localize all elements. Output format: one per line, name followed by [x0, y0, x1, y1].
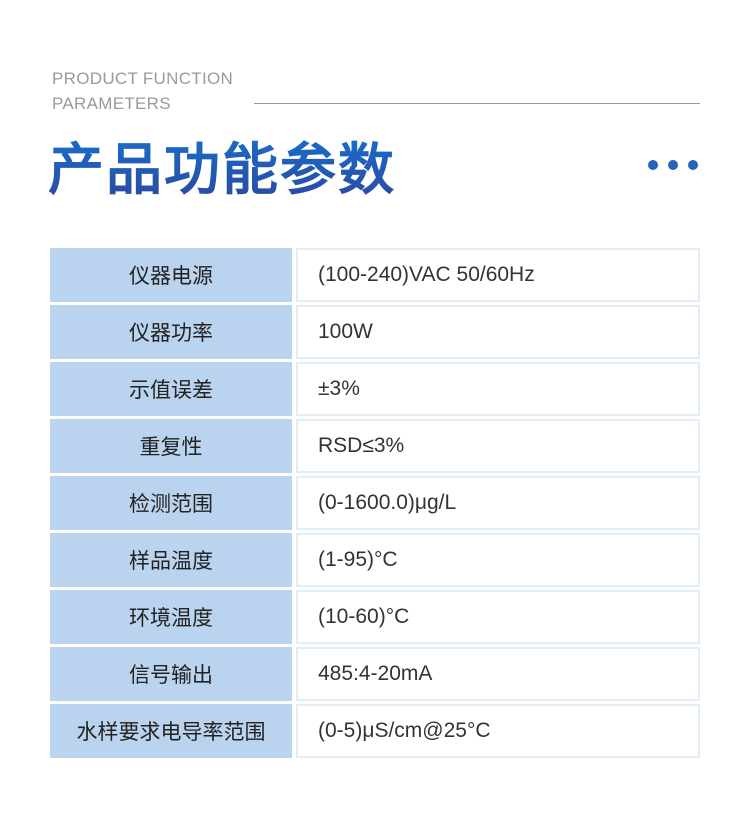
param-value: (0-5)μS/cm@25°C — [296, 704, 700, 758]
table-row: 水样要求电导率范围 (0-5)μS/cm@25°C — [50, 704, 700, 758]
param-label: 信号输出 — [50, 647, 292, 701]
table-row: 信号输出 485:4-20mA — [50, 647, 700, 701]
page-title: 产品功能参数 — [48, 138, 396, 203]
param-label: 仪器功率 — [50, 305, 292, 359]
param-value: 485:4-20mA — [296, 647, 700, 701]
table-row: 仪器电源 (100-240)VAC 50/60Hz — [50, 248, 700, 302]
param-label: 重复性 — [50, 419, 292, 473]
table-row: 样品温度 (1-95)°C — [50, 533, 700, 587]
table-row: 检测范围 (0-1600.0)μg/L — [50, 476, 700, 530]
param-value: ±3% — [296, 362, 700, 416]
param-label: 仪器电源 — [50, 248, 292, 302]
subtitle-line-2: PARAMETERS — [52, 94, 171, 113]
param-value: (10-60)°C — [296, 590, 700, 644]
param-label: 示值误差 — [50, 362, 292, 416]
param-value: (0-1600.0)μg/L — [296, 476, 700, 530]
param-label: 环境温度 — [50, 590, 292, 644]
param-value: (100-240)VAC 50/60Hz — [296, 248, 700, 302]
param-value: RSD≤3% — [296, 419, 700, 473]
table-row: 示值误差 ±3% — [50, 362, 700, 416]
param-value: (1-95)°C — [296, 533, 700, 587]
table-row: 重复性 RSD≤3% — [50, 419, 700, 473]
param-label: 水样要求电导率范围 — [50, 704, 292, 758]
subtitle-line-1: PRODUCT FUNCTION — [52, 69, 234, 88]
subtitle: PRODUCT FUNCTION PARAMETERS — [52, 66, 233, 116]
dots-icon — [648, 160, 698, 170]
table-row: 环境温度 (10-60)°C — [50, 590, 700, 644]
param-label: 检测范围 — [50, 476, 292, 530]
params-table: 仪器电源 (100-240)VAC 50/60Hz 仪器功率 100W 示值误差 ±3% 重… — [50, 248, 700, 761]
table-row: 仪器功率 100W — [50, 305, 700, 359]
param-label: 样品温度 — [50, 533, 292, 587]
divider — [254, 103, 700, 104]
param-value: 100W — [296, 305, 700, 359]
